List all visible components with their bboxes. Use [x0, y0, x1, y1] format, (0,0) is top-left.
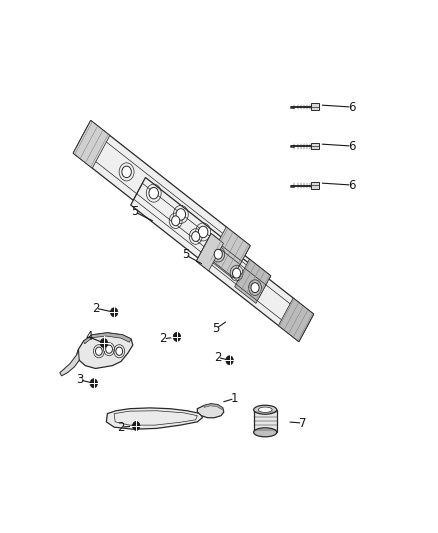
Polygon shape: [204, 404, 223, 409]
Circle shape: [149, 188, 159, 199]
Circle shape: [251, 282, 259, 293]
Circle shape: [173, 333, 181, 342]
Text: 3: 3: [77, 374, 84, 386]
Circle shape: [176, 209, 186, 220]
FancyBboxPatch shape: [254, 410, 277, 432]
Polygon shape: [196, 233, 223, 271]
Text: 2: 2: [117, 421, 125, 434]
Text: 2: 2: [159, 333, 167, 345]
Polygon shape: [73, 120, 250, 278]
Ellipse shape: [258, 407, 272, 413]
Polygon shape: [60, 349, 79, 376]
Ellipse shape: [254, 405, 277, 414]
Polygon shape: [77, 333, 133, 368]
Polygon shape: [208, 227, 250, 278]
Circle shape: [198, 226, 208, 238]
Circle shape: [172, 216, 180, 225]
Polygon shape: [73, 120, 110, 168]
Polygon shape: [197, 404, 224, 418]
Polygon shape: [131, 177, 271, 303]
Polygon shape: [84, 333, 131, 344]
Circle shape: [106, 345, 113, 353]
Circle shape: [110, 308, 118, 317]
Polygon shape: [106, 408, 202, 429]
Ellipse shape: [254, 428, 277, 437]
Circle shape: [226, 356, 233, 365]
Text: 2: 2: [214, 351, 222, 364]
Circle shape: [116, 347, 123, 356]
Text: 6: 6: [348, 140, 356, 152]
Polygon shape: [235, 259, 271, 303]
Text: 1: 1: [231, 392, 238, 405]
FancyBboxPatch shape: [311, 182, 318, 189]
Circle shape: [90, 379, 98, 388]
Text: 6: 6: [348, 179, 356, 191]
Circle shape: [95, 347, 102, 356]
Text: 2: 2: [92, 302, 99, 314]
Circle shape: [233, 268, 240, 278]
FancyBboxPatch shape: [311, 103, 318, 110]
FancyBboxPatch shape: [311, 143, 318, 149]
Circle shape: [122, 166, 131, 177]
Circle shape: [214, 249, 223, 259]
Text: 5: 5: [131, 205, 138, 218]
Text: 5: 5: [212, 322, 220, 335]
Text: 7: 7: [299, 417, 306, 430]
Text: 6: 6: [348, 101, 356, 114]
Polygon shape: [279, 298, 314, 342]
Polygon shape: [196, 233, 314, 342]
Text: 4: 4: [85, 330, 92, 343]
Text: 5: 5: [182, 248, 189, 261]
Circle shape: [192, 231, 200, 241]
Circle shape: [100, 338, 108, 348]
Circle shape: [132, 422, 140, 431]
